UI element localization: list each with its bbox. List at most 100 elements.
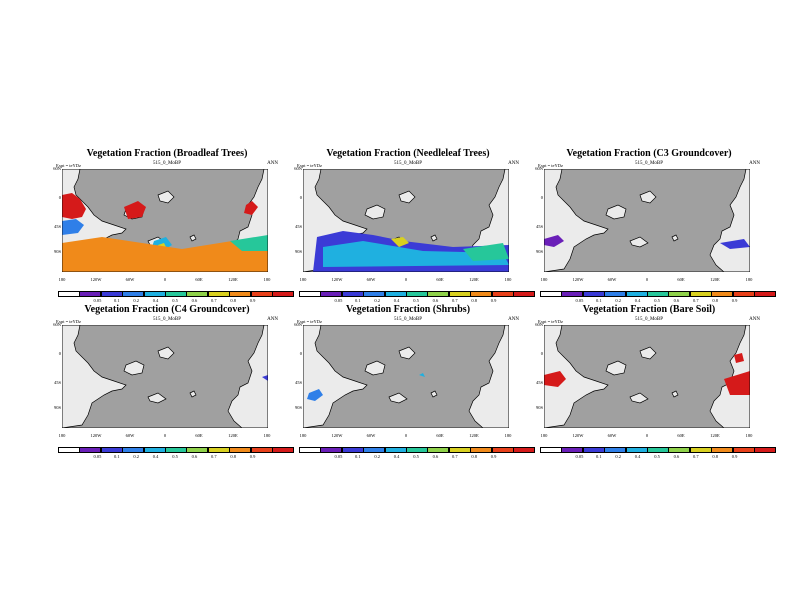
lon-label: 0	[404, 433, 408, 438]
colorbar-swatch	[668, 447, 691, 453]
colorbar-swatch	[561, 291, 584, 297]
colorbar-swatch	[58, 447, 80, 453]
colorbar-tick-label: 0.9	[731, 298, 738, 303]
colorbar-swatch	[448, 291, 471, 297]
colorbar-swatch	[625, 447, 648, 453]
island-b	[398, 346, 416, 360]
colorbar-swatch	[540, 447, 562, 453]
island-c	[388, 392, 408, 404]
island-d	[671, 234, 679, 242]
colorbar-swatch	[732, 291, 755, 297]
lon-label: 180	[540, 277, 548, 282]
lon-label: 60W	[607, 433, 617, 438]
map-panel-shrubs: Vegetation Fraction (Shrubs) Expt = teYD…	[294, 304, 537, 464]
colorbar-tick-label: 0.7	[451, 454, 458, 459]
period-label: ANN	[508, 161, 519, 166]
colorbar-tick-label: 0.5	[654, 454, 660, 459]
vegetation-fraction-area	[724, 371, 750, 395]
colorbar-swatch	[754, 291, 777, 297]
vegetation-fraction-area	[62, 237, 268, 272]
continent-west	[544, 169, 609, 272]
island-b	[398, 190, 416, 204]
colorbar-swatch	[79, 447, 102, 453]
island-d	[189, 234, 197, 242]
run-label: 515_0_MoBP	[393, 317, 423, 322]
colorbar-tick-label: 0.8	[712, 298, 718, 303]
colorbar-swatch	[582, 447, 605, 453]
lon-label: 120W	[331, 277, 343, 282]
vegetation-fraction-area	[720, 239, 750, 249]
colorbar	[58, 291, 295, 297]
colorbar-swatch	[668, 291, 691, 297]
lon-label: 0	[404, 277, 408, 282]
map-panel-broadleaf: Vegetation Fraction (Broadleaf Trees) Ex…	[53, 148, 296, 308]
experiment-label: Expt = teYDz	[297, 163, 323, 168]
map-panel-c4: Vegetation Fraction (C4 Groundcover) Exp…	[53, 304, 296, 464]
lat-label: 0	[299, 351, 302, 356]
lon-label: 180	[745, 433, 753, 438]
lat-label: 60N	[53, 322, 61, 327]
experiment-label: Expt = teYDz	[538, 319, 564, 324]
colorbar-tick-label: 0.7	[210, 454, 217, 459]
colorbar-ticks: 0.05 0.1 0.2 0.4 0.5 0.6 0.7 0.8 0.9	[58, 298, 278, 306]
colorbar-tick-label: 0.9	[249, 298, 256, 303]
lat-label: 60N	[294, 322, 302, 327]
island-c	[629, 392, 649, 404]
colorbar-swatch	[470, 447, 493, 453]
colorbar-swatch	[491, 447, 514, 453]
colorbar-tick-label: 0.4	[634, 454, 641, 459]
colorbar-swatch	[732, 447, 755, 453]
lon-label: 180	[504, 277, 512, 282]
colorbar-ticks: 0.05 0.1 0.2 0.4 0.5 0.6 0.7 0.8 0.9	[299, 454, 519, 462]
colorbar-swatch	[143, 291, 166, 297]
vegetation-fraction-area	[307, 389, 323, 401]
colorbar-tick-label: 0.9	[249, 454, 256, 459]
colorbar-tick-label: 0.8	[471, 298, 477, 303]
lon-label: 120W	[572, 433, 584, 438]
vegetation-fraction-area	[62, 193, 86, 219]
colorbar-swatch	[250, 447, 273, 453]
lat-label: 90S	[53, 405, 61, 410]
lon-label: 120W	[90, 433, 102, 438]
island-a	[123, 360, 145, 376]
run-label: 515_0_MoBP	[152, 317, 182, 322]
lat-label: 60N	[535, 166, 543, 171]
colorbar-tick-label: 0.2	[133, 298, 139, 303]
lon-label: 60E	[195, 277, 203, 282]
experiment-label: Expt = teYDz	[56, 163, 82, 168]
period-label: ANN	[749, 161, 760, 166]
island-b	[639, 346, 657, 360]
colorbar-swatch	[186, 447, 209, 453]
colorbar-swatch	[491, 291, 514, 297]
colorbar-tick-label: 0.5	[172, 454, 178, 459]
lat-label: 90S	[535, 249, 543, 254]
island-d	[671, 390, 679, 398]
island-a	[364, 360, 386, 376]
colorbar-tick-label: 0.05	[334, 454, 343, 459]
period-label: ANN	[508, 317, 519, 322]
colorbar-swatch	[320, 291, 343, 297]
lon-label: 0	[645, 433, 649, 438]
colorbar-tick-label: 0.1	[113, 454, 120, 459]
colorbar-tick-label: 0.2	[374, 454, 380, 459]
colorbar-tick-label: 0.05	[575, 454, 584, 459]
colorbar-swatch	[229, 447, 252, 453]
lat-label: 60N	[535, 322, 543, 327]
colorbar-tick-label: 0.8	[230, 454, 236, 459]
colorbar-swatch	[250, 291, 273, 297]
island-b	[639, 190, 657, 204]
island-b	[157, 190, 175, 204]
lon-label: 120E	[228, 433, 238, 438]
colorbar-swatch	[604, 291, 627, 297]
lat-label: 90S	[53, 249, 61, 254]
period-label: ANN	[267, 161, 278, 166]
vegetation-fraction-area	[323, 241, 509, 267]
lon-label: 120E	[710, 277, 720, 282]
lon-label: 120E	[228, 277, 238, 282]
lon-label: 0	[163, 277, 167, 282]
colorbar-tick-label: 0.05	[93, 454, 102, 459]
colorbar-swatch	[299, 447, 321, 453]
lon-label: 120E	[469, 433, 479, 438]
colorbar-swatch	[320, 447, 343, 453]
vegetation-fraction-area	[544, 371, 566, 387]
